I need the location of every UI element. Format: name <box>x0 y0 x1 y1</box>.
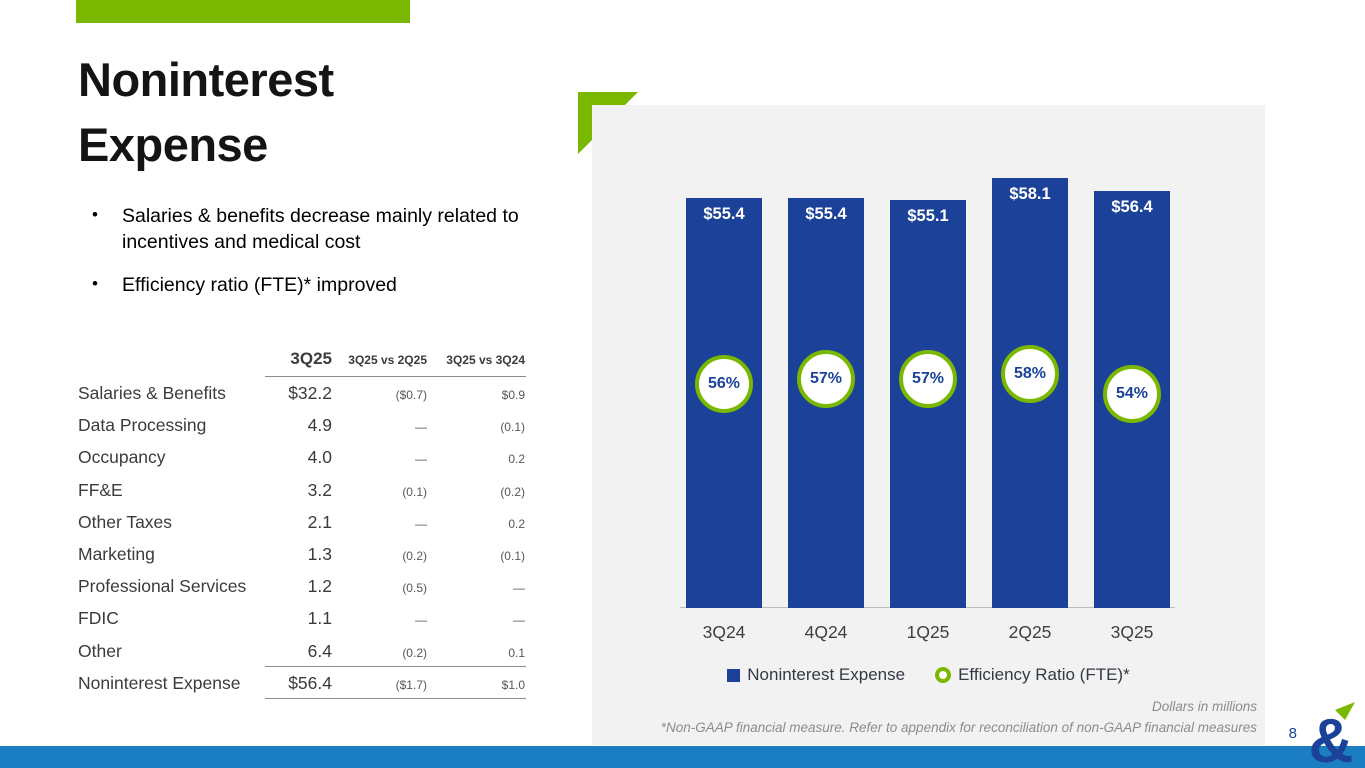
row-label: Noninterest Expense <box>78 672 241 693</box>
table-row: Professional Services 1.2 (0.5) — <box>78 570 528 602</box>
value-3q25: 6.4 <box>307 640 332 661</box>
delta-vs-3q24: 0.1 <box>508 645 525 660</box>
bullet-list: Salaries & benefits decrease mainly rela… <box>90 203 552 314</box>
svg-text:&: & <box>1309 707 1354 768</box>
delta-vs-3q24: 0.2 <box>508 516 525 531</box>
value-3q25: 4.0 <box>307 447 332 468</box>
top-accent-bar <box>76 0 410 23</box>
value-3q25: 1.1 <box>307 608 332 629</box>
legend-square-icon <box>727 668 741 682</box>
delta-vs-3q24: $1.0 <box>501 677 525 692</box>
header-vs-2q25: 3Q25 vs 2Q25 <box>348 353 427 367</box>
efficiency-ratio-marker: 54% <box>1103 365 1161 423</box>
delta-vs-3q24: (0.1) <box>500 548 525 563</box>
value-3q25: 3.2 <box>307 479 332 500</box>
delta-vs-3q24: — <box>513 581 525 596</box>
row-label: Marketing <box>78 543 155 564</box>
row-label: Professional Services <box>78 576 247 597</box>
row-label: Occupancy <box>78 447 166 468</box>
legend-ring-icon <box>935 667 952 683</box>
ratio-label: 57% <box>809 370 843 387</box>
bar-value-label: $55.4 <box>805 205 847 223</box>
table-row: Occupancy 4.0 — 0.2 <box>78 441 528 473</box>
efficiency-ratio-marker: 57% <box>797 350 855 408</box>
delta-vs-2q25: (0.2) <box>402 548 427 563</box>
bar-value-label: $55.4 <box>703 205 745 223</box>
table-row: Other 6.4 (0.2) 0.1 <box>78 635 528 667</box>
chart-legend: Noninterest Expense Efficiency Ratio (FT… <box>592 665 1265 685</box>
delta-vs-2q25: ($1.7) <box>395 677 427 692</box>
delta-vs-2q25: — <box>415 613 427 628</box>
legend-label: Noninterest Expense <box>747 665 906 684</box>
bar-value-label: $56.4 <box>1111 198 1153 216</box>
chart-panel: $55.4 56% 3Q24 $55.4 57% 4Q24 $55.1 57% … <box>592 105 1265 745</box>
table-row: Data Processing 4.9 — (0.1) <box>78 409 528 441</box>
delta-vs-2q25: — <box>415 452 427 467</box>
x-axis-label: 3Q24 <box>702 622 746 642</box>
page-number: 8 <box>1288 725 1297 742</box>
bullet-item: Efficiency ratio (FTE)* improved <box>90 272 552 298</box>
bullet-item: Salaries & benefits decrease mainly rela… <box>90 203 552 256</box>
table-row: Other Taxes 2.1 — 0.2 <box>78 506 528 538</box>
x-axis-label: 1Q25 <box>906 622 950 642</box>
delta-vs-2q25: (0.5) <box>402 581 427 596</box>
bar-value-label: $58.1 <box>1009 185 1051 203</box>
efficiency-ratio-marker: 56% <box>695 355 753 413</box>
footnote-non-gaap: *Non-GAAP financial measure. Refer to ap… <box>660 720 1257 735</box>
bottom-accent-bar <box>0 746 1365 768</box>
delta-vs-2q25: (0.1) <box>402 484 427 499</box>
value-3q25: $32.2 <box>288 383 332 403</box>
ratio-label: 57% <box>911 370 945 387</box>
row-label: Other Taxes <box>78 511 173 532</box>
row-label: Other <box>78 640 122 661</box>
table-row: Marketing 1.3 (0.2) (0.1) <box>78 538 528 570</box>
page-title-line-2: Expense <box>78 117 268 171</box>
table-row: FF&E 3.2 (0.1) (0.2) <box>78 474 528 506</box>
delta-vs-3q24: (0.2) <box>500 484 525 499</box>
page-title-line-1: Noninterest <box>78 53 334 106</box>
efficiency-ratio-marker: 58% <box>1001 345 1059 403</box>
row-label: FDIC <box>78 608 119 629</box>
company-logo: & <box>1301 702 1365 768</box>
ratio-label: 56% <box>707 375 741 392</box>
value-3q25: 4.9 <box>307 415 332 436</box>
delta-vs-2q25: ($0.7) <box>395 388 427 402</box>
ratio-label: 54% <box>1115 385 1149 402</box>
value-3q25: 2.1 <box>307 511 332 532</box>
table-header-row: 3Q25 3Q25 vs 2Q25 3Q25 vs 3Q24 <box>78 344 528 377</box>
delta-vs-3q24: — <box>513 613 525 628</box>
delta-vs-2q25: (0.2) <box>402 645 427 660</box>
value-3q25: 1.2 <box>307 576 332 597</box>
table-total-row: Noninterest Expense $56.4 ($1.7) $1.0 <box>78 667 528 700</box>
value-3q25: 1.3 <box>307 543 332 564</box>
footnote-units: Dollars in millions <box>1151 699 1257 714</box>
x-axis-label: 2Q25 <box>1008 622 1052 642</box>
page-title: Noninterest Expense <box>78 48 334 178</box>
delta-vs-3q24: $0.9 <box>501 388 525 402</box>
row-label: Data Processing <box>78 415 207 436</box>
corner-bracket-icon <box>578 92 638 154</box>
x-axis-label: 4Q24 <box>804 622 848 642</box>
legend-item-efficiency-ratio: Efficiency Ratio (FTE)* <box>935 665 1130 685</box>
bar-value-label: $55.1 <box>907 207 949 225</box>
header-3q25: 3Q25 <box>290 349 332 368</box>
expense-table: 3Q25 3Q25 vs 2Q25 3Q25 vs 3Q24 Salaries … <box>78 344 528 700</box>
delta-vs-3q24: 0.2 <box>508 452 525 467</box>
row-label: FF&E <box>78 479 123 500</box>
table-row: FDIC 1.1 — — <box>78 602 528 634</box>
bar-1q25: $55.1 <box>890 200 966 608</box>
delta-vs-3q24: (0.1) <box>500 420 525 435</box>
legend-item-noninterest-expense: Noninterest Expense <box>727 665 905 685</box>
efficiency-ratio-marker: 57% <box>899 350 957 408</box>
row-label: Salaries & Benefits <box>78 383 226 403</box>
table-row: Salaries & Benefits $32.2 ($0.7) $0.9 <box>78 377 528 409</box>
delta-vs-2q25: — <box>415 516 427 531</box>
ratio-label: 58% <box>1013 365 1047 382</box>
legend-label: Efficiency Ratio (FTE)* <box>958 665 1130 684</box>
x-axis-label: 3Q25 <box>1110 622 1154 642</box>
delta-vs-2q25: — <box>415 420 427 435</box>
header-vs-3q24: 3Q25 vs 3Q24 <box>446 353 525 367</box>
value-3q25: $56.4 <box>288 672 332 693</box>
